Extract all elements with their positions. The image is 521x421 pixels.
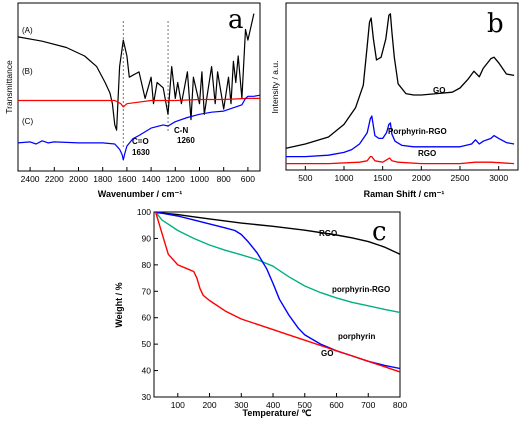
panel-b-xtick-label-3000: 3000 — [489, 173, 508, 183]
panel-b-xlabel: Raman Shift / cm⁻¹ — [364, 189, 445, 199]
panel-c-series-label-1: porphyrin-RGO — [332, 285, 390, 294]
panel-c-series-label-3: GO — [321, 349, 333, 358]
panel-b-letter: b — [487, 9, 504, 39]
panel-c-xtick-label-100: 100 — [171, 400, 185, 410]
panel-c-xtick-label-400: 400 — [266, 400, 280, 410]
panel-c-xtick-label-700: 700 — [361, 400, 375, 410]
panel-a-series-2 — [17, 94, 261, 161]
panel-c-series-1 — [155, 211, 401, 314]
panel-a-xlabel: Wavenumber / cm⁻¹ — [98, 189, 182, 199]
panel-a-series-label-2: (C) — [22, 117, 33, 126]
panel-c-ytick-label-60: 60 — [142, 313, 152, 323]
panel-c-ytick-label-70: 70 — [142, 286, 152, 296]
annot-cn-label: C-N — [174, 126, 188, 135]
panel-b-series-0 — [285, 13, 515, 149]
panel-c-xtick-label-300: 300 — [234, 400, 248, 410]
panel-c-ytick-label-50: 50 — [142, 339, 152, 349]
panel-c-ytick-label-30: 30 — [142, 392, 152, 402]
panel-a-xtick-label-2000: 2000 — [69, 174, 88, 184]
panel-a-xtick-label-800: 800 — [217, 174, 231, 184]
panel-a-xtick-label-600: 600 — [241, 174, 255, 184]
panel-b-frame — [285, 2, 519, 171]
panel-a-xtick-label-2200: 2200 — [45, 174, 64, 184]
panel-c-ylabel: Weight / % — [114, 282, 124, 327]
panel-a-frame — [17, 2, 261, 172]
panel-a-xtick-label-1800: 1800 — [93, 174, 112, 184]
annot-co-value: 1630 — [132, 148, 150, 157]
panel-b-series-1 — [286, 115, 515, 158]
panel-c-xtick-label-500: 500 — [298, 400, 312, 410]
panel-a-letter: a — [228, 5, 244, 35]
panel-a-ylabel: Transmittance — [4, 60, 14, 114]
panel-b-xtick-label-1000: 1000 — [335, 173, 354, 183]
panel-a-series-0 — [17, 13, 255, 131]
panel-b-series-label-0: GO — [433, 86, 445, 95]
panel-c-series-0 — [155, 211, 401, 255]
panel-a-xtick-label-2400: 2400 — [21, 174, 40, 184]
panel-c-frame — [153, 211, 401, 398]
panel-b-xtick-label-500: 500 — [298, 173, 312, 183]
panel-a-series-label-0: (A) — [22, 26, 33, 35]
panel-a-xtick-label-1000: 1000 — [190, 174, 209, 184]
annot-co-label: C=O — [132, 137, 149, 146]
panel-b-xtick-label-2000: 2000 — [412, 173, 431, 183]
panel-c-xtick-label-200: 200 — [202, 400, 216, 410]
panel-a-xtick-label-1200: 1200 — [166, 174, 185, 184]
panel-b-xtick-label-2500: 2500 — [451, 173, 470, 183]
panel-b-series-label-2: RGO — [418, 149, 436, 158]
panel-c-series-3 — [154, 211, 401, 373]
panel-a-series-label-1: (B) — [22, 67, 33, 76]
panel-c-series-label-0: RGO — [319, 229, 337, 238]
panel-a-xtick-label-1400: 1400 — [142, 174, 161, 184]
panel-b-series-label-1: Porphyrin-RGO — [388, 127, 447, 136]
panel-b-series-2 — [286, 155, 515, 165]
panel-c-ytick-label-90: 90 — [142, 233, 152, 243]
panel-b-ylabel: Intensity / a.u. — [270, 61, 280, 114]
annot-cn-value: 1260 — [177, 136, 195, 145]
panel-c-xtick-label-600: 600 — [329, 400, 343, 410]
panel-c-ytick-label-80: 80 — [142, 260, 152, 270]
panel-a-series-1 — [18, 97, 260, 108]
panel-b-xtick-label-1500: 1500 — [373, 173, 392, 183]
panel-c-series-label-2: porphyrin — [338, 332, 375, 341]
panel-c-xlabel: Temperature/ ℃ — [243, 408, 312, 418]
chart-layer: 2400 2200 2000 1800 1600 1400 1200 1000 800 600 (A… — [17, 13, 515, 410]
panel-c-letter: c — [372, 217, 387, 247]
panel-c-xtick-label-800: 800 — [393, 400, 407, 410]
panel-a-xtick-label-1600: 1600 — [117, 174, 136, 184]
panel-c-ytick-label-100: 100 — [137, 207, 151, 217]
panel-c-ytick-label-40: 40 — [142, 366, 152, 376]
